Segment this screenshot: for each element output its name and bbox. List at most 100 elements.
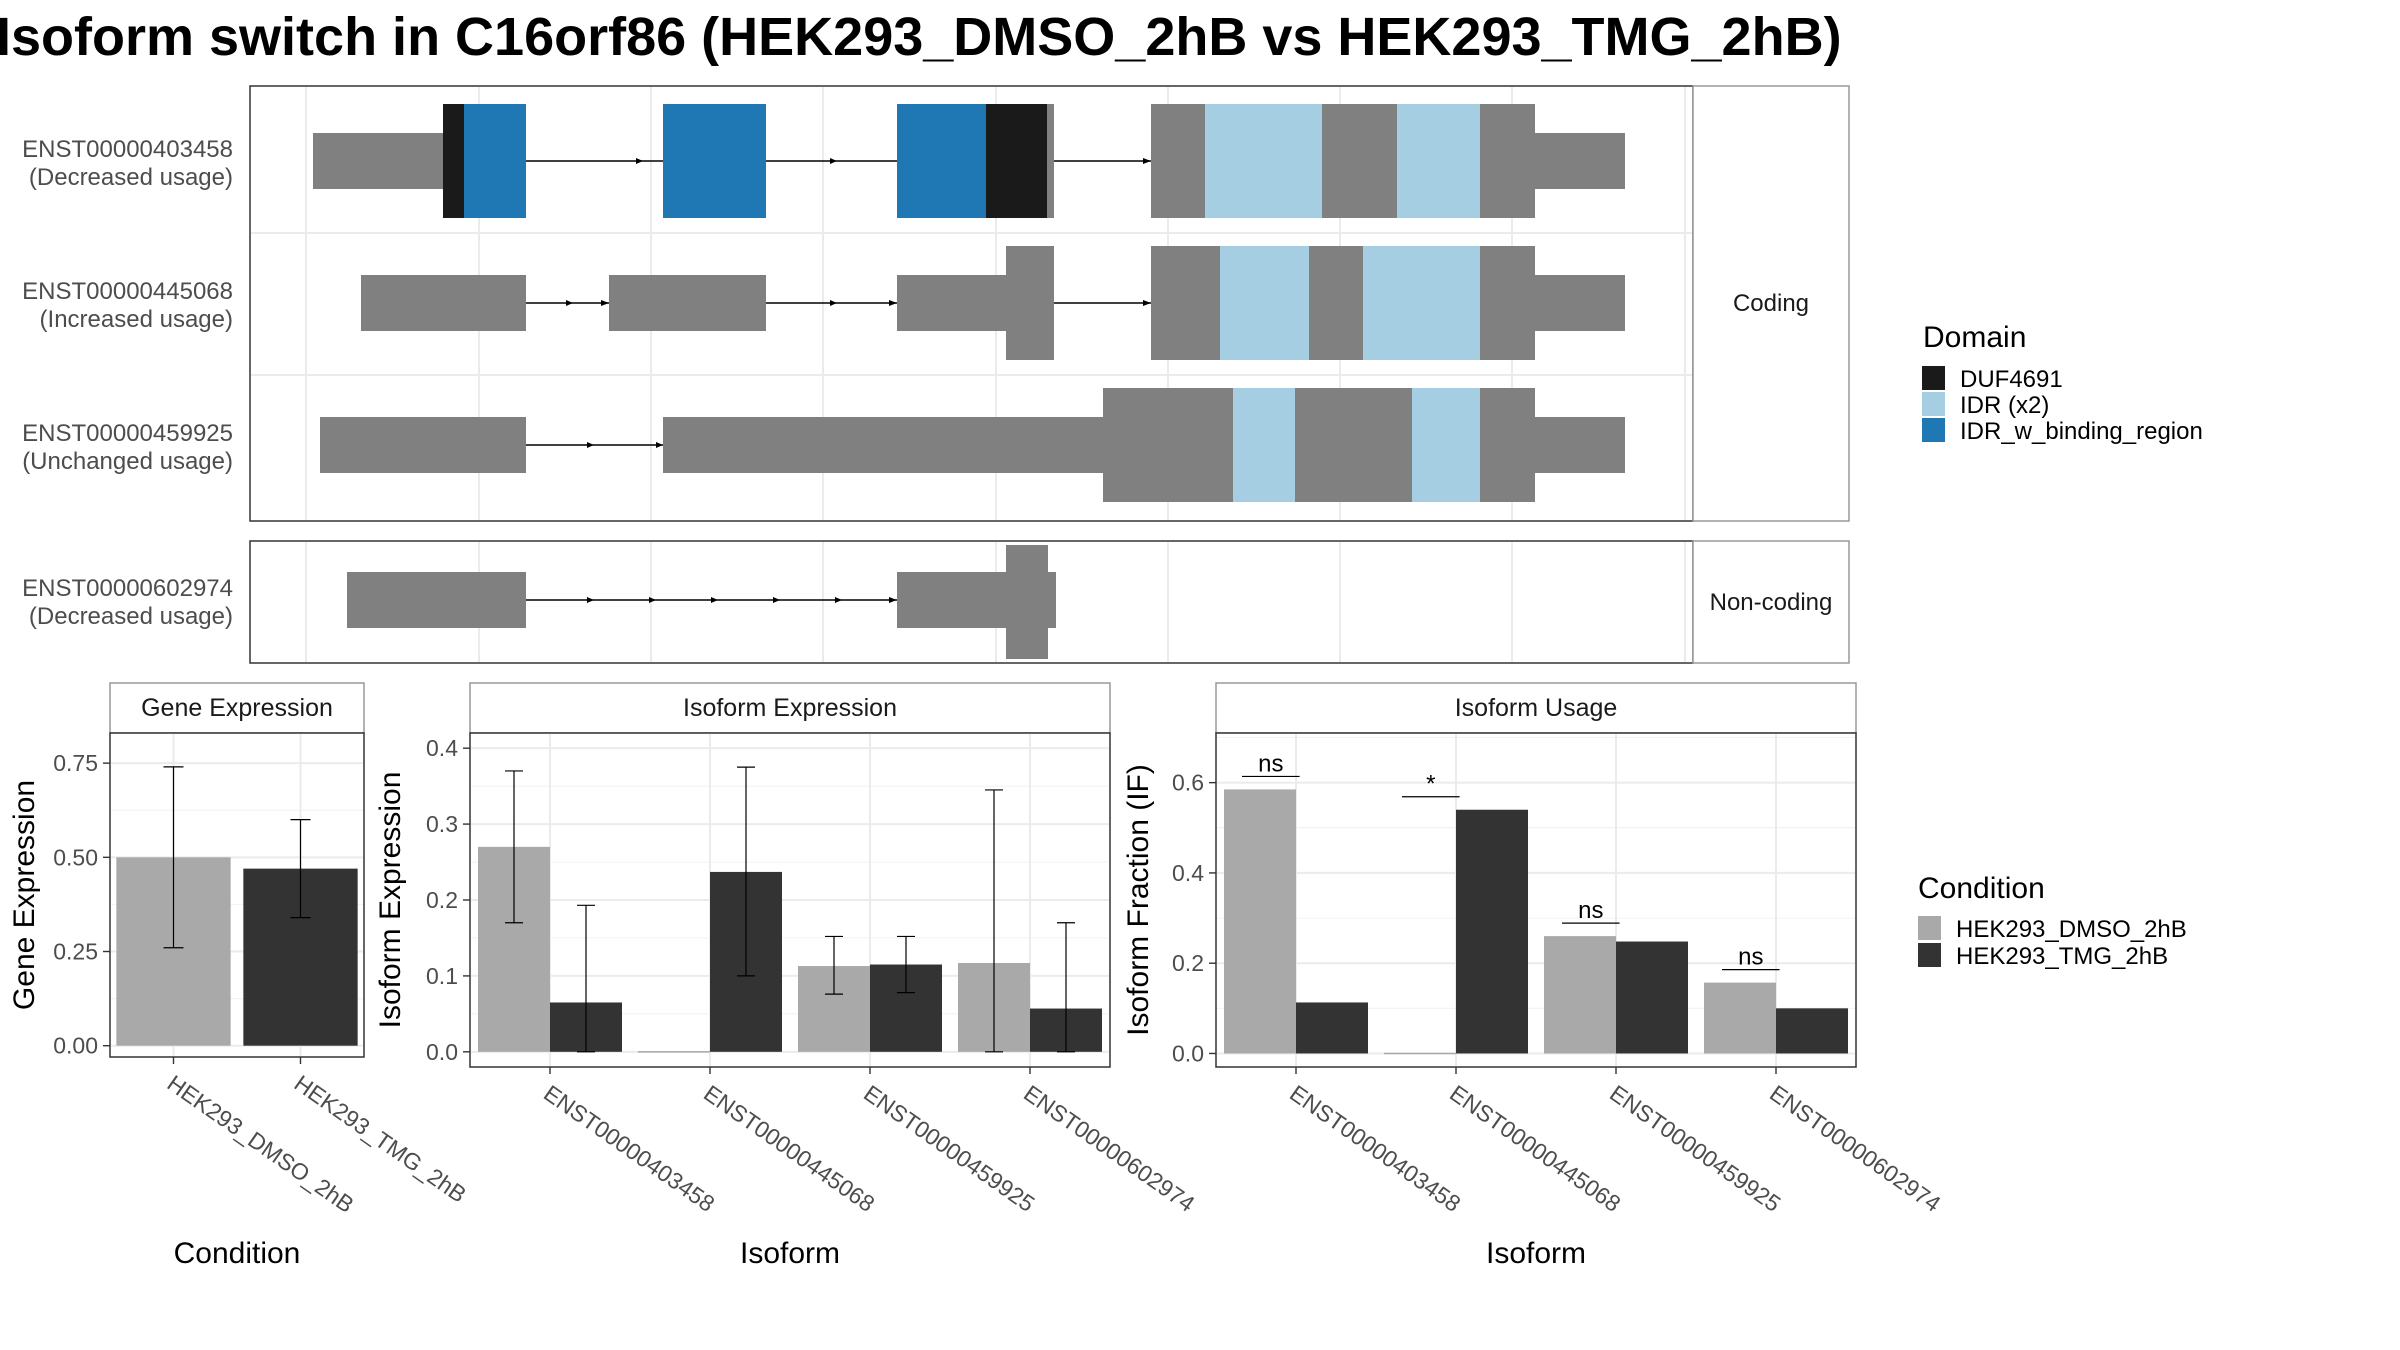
- exon-utr: [1534, 275, 1625, 331]
- y-tick-label: 0.6: [1172, 770, 1204, 796]
- legend-swatch-idr-binding: [1922, 418, 1945, 442]
- x-tick-label: ENST00000459925: [859, 1080, 1039, 1217]
- significance-annotations: ns * ns ns: [1242, 750, 1780, 971]
- transcript-label-id: ENST00000445068: [22, 278, 233, 305]
- x-tick-label: ENST00000459925: [1605, 1080, 1785, 1217]
- x-axis-label: Condition: [174, 1237, 301, 1270]
- condition-legend-title: Condition: [1918, 872, 2045, 905]
- exon-cds: [1047, 104, 1054, 218]
- domain-idr: [1233, 388, 1296, 502]
- y-tick-label: 0.25: [53, 939, 98, 965]
- bar: [1544, 936, 1616, 1054]
- exon-cds: [1151, 104, 1206, 218]
- intron-arrow: [636, 158, 1151, 164]
- y-tick-label: 0.0: [1172, 1040, 1204, 1066]
- exon-utr: [1006, 545, 1048, 659]
- domain-duf4691: [443, 104, 465, 218]
- condition-legend: Condition HEK293_DMSO_2hB HEK293_TMG_2hB: [1918, 872, 2187, 970]
- y-tick-label: 0.1: [426, 963, 458, 989]
- exon-cds: [1006, 246, 1054, 360]
- noncoding-facet-label: Non-coding: [1710, 589, 1833, 616]
- noncoding-facet-strip: [1692, 540, 1850, 664]
- y-tick-labels: 0.0 0.2 0.4 0.6: [1172, 770, 1216, 1066]
- bar: [1776, 1008, 1848, 1054]
- exon-utr: [663, 417, 1109, 473]
- bar: [1616, 941, 1688, 1054]
- panel-title: Isoform Expression: [683, 694, 897, 722]
- exon-utr: [313, 133, 444, 189]
- transcript-label-id: ENST00000602974: [22, 575, 233, 602]
- bar: [1296, 1002, 1368, 1054]
- bar: [1456, 809, 1528, 1054]
- exon-cds: [1309, 246, 1364, 360]
- panel-error-bars: [505, 766, 1075, 1053]
- y-tick-label: 0.4: [1172, 860, 1204, 886]
- exon-utr: [1534, 133, 1625, 189]
- domain-idr: [1397, 104, 1481, 218]
- y-tick-label: 0.0: [426, 1039, 458, 1065]
- transcript-label-note: (Decreased usage): [29, 164, 233, 191]
- significance-label: *: [1426, 771, 1435, 798]
- panel-title: Isoform Usage: [1455, 694, 1618, 722]
- domain-duf4691: [986, 104, 1048, 218]
- exon-utr: [897, 275, 1007, 331]
- legend-label: IDR (x2): [1960, 392, 2049, 419]
- transcript-panel: Coding Non-coding ENST00000403458 (Decre…: [22, 85, 2203, 664]
- transcript-track: [361, 246, 1625, 360]
- x-axis-label: Isoform: [1486, 1237, 1586, 1270]
- significance-label: ns: [1258, 750, 1283, 777]
- panel-title: Gene Expression: [141, 694, 333, 722]
- transcript-label-note: (Increased usage): [40, 306, 233, 333]
- x-tick-label: ENST00000445068: [1445, 1080, 1625, 1217]
- domain-legend: Domain DUF4691 IDR (x2) IDR_w_binding_re…: [1922, 321, 2203, 445]
- coding-facet-strip: [1692, 85, 1850, 522]
- transcript-track: [320, 388, 1625, 502]
- bar: [1704, 982, 1776, 1054]
- x-axis-label: Isoform: [740, 1237, 840, 1270]
- y-axis-label: Isoform Expression: [374, 772, 407, 1029]
- y-tick-labels: 0.0 0.1 0.2 0.3 0.4: [426, 735, 470, 1065]
- panel-bars: [1224, 789, 1848, 1055]
- x-tick-label: ENST00000403458: [539, 1080, 719, 1217]
- isoform-expression-panel: Isoform Expression 0.0 0.1 0.2 0.3 0.4 ENST0…: [374, 682, 1200, 1270]
- legend-label: HEK293_TMG_2hB: [1956, 943, 2168, 970]
- x-tick-label: ENST00000403458: [1285, 1080, 1465, 1217]
- exon-utr: [320, 417, 526, 473]
- x-tick-label: ENST00000445068: [699, 1080, 879, 1217]
- domain-idr: [1220, 246, 1310, 360]
- y-tick-label: 0.00: [53, 1033, 98, 1059]
- y-tick-label: 0.2: [426, 887, 458, 913]
- y-tick-labels: 0.00 0.25 0.50 0.75: [53, 750, 110, 1059]
- exon-utr: [609, 275, 766, 331]
- y-tick-label: 0.2: [1172, 950, 1204, 976]
- exon-cds: [1480, 388, 1535, 502]
- x-tick-labels: ENST00000403458ENST00000445068ENST000004…: [539, 1067, 1200, 1217]
- panel-bars: [116, 857, 358, 1046]
- domain-idr: [1205, 104, 1323, 218]
- panel-strip: [1215, 682, 1857, 734]
- transcript-track: [313, 104, 1625, 218]
- transcript-label-note: (Unchanged usage): [22, 448, 233, 475]
- significance-label: ns: [1578, 897, 1603, 924]
- y-axis-label: Gene Expression: [8, 780, 41, 1010]
- isoform-usage-panel: Isoform Usage ns * ns ns 0.0 0.2 0.4 0.6 ENST0…: [1122, 682, 1946, 1270]
- exon-cds: [1480, 246, 1535, 360]
- transcript-label-id: ENST00000459925: [22, 420, 233, 447]
- legend-swatch-duf4691: [1922, 366, 1945, 390]
- intron-arrow: [587, 597, 897, 603]
- domain-idr-binding: [897, 104, 987, 218]
- coding-facet-label: Coding: [1733, 290, 1809, 317]
- exon-cds: [1480, 104, 1535, 218]
- exon-utr: [361, 275, 526, 331]
- y-tick-label: 0.4: [426, 735, 458, 761]
- exon-cds: [1295, 388, 1413, 502]
- domain-idr-binding: [663, 104, 766, 218]
- exon-utr: [347, 572, 526, 628]
- transcript-track: [347, 545, 1056, 659]
- legend-label: HEK293_DMSO_2hB: [1956, 916, 2187, 943]
- exon-cds: [1151, 246, 1221, 360]
- legend-swatch-idr: [1922, 392, 1945, 416]
- x-tick-label: ENST00000602974: [1765, 1080, 1946, 1217]
- legend-swatch-dmso: [1918, 916, 1941, 940]
- panel-strip: [469, 682, 1111, 734]
